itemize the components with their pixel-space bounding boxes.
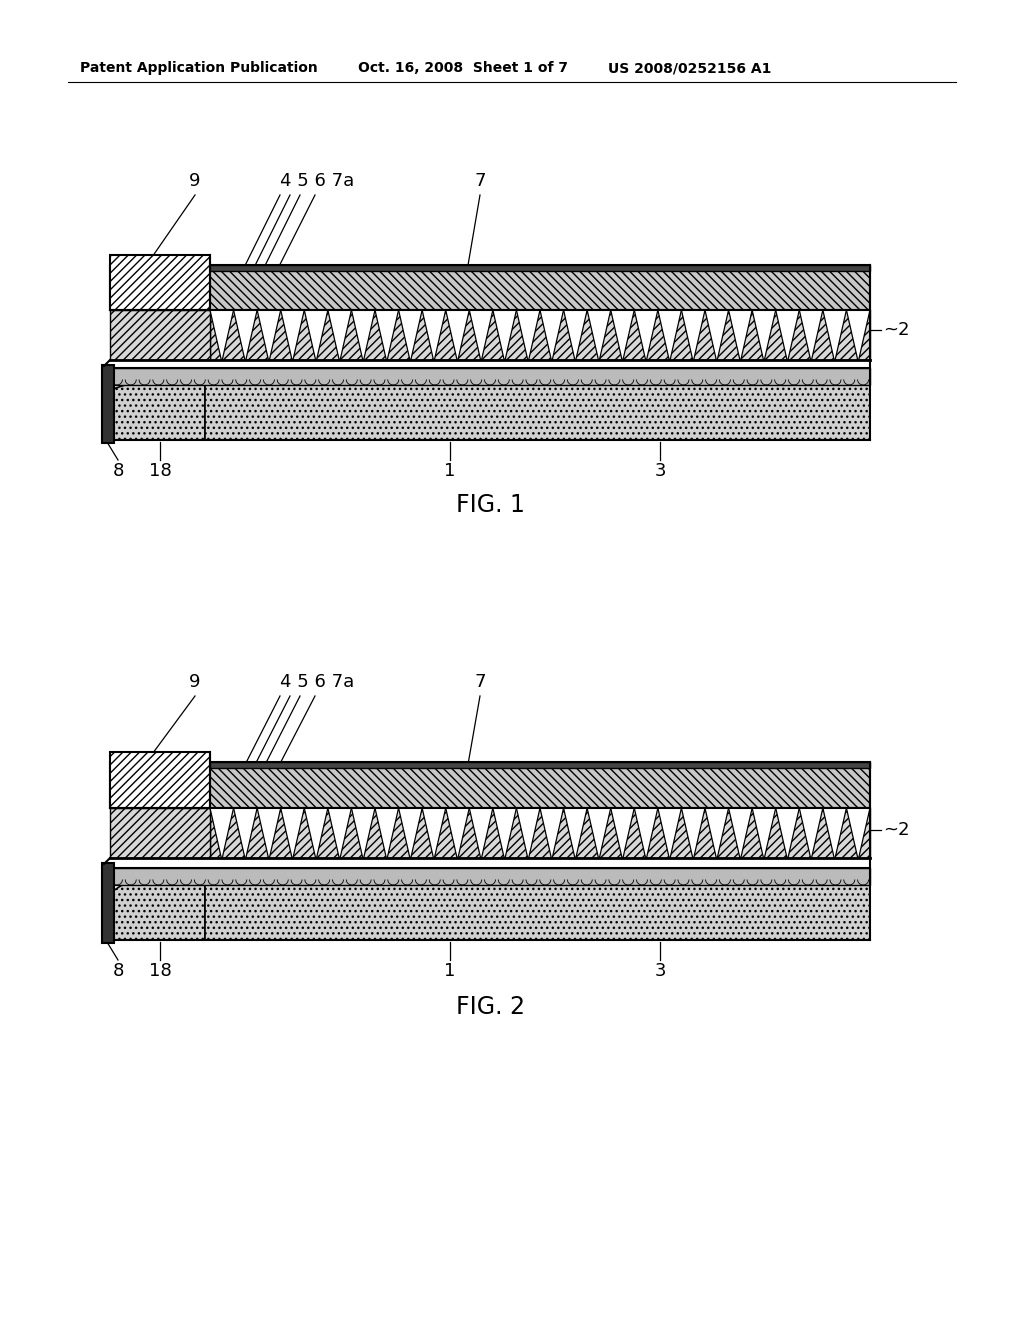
Polygon shape — [681, 310, 705, 362]
Text: 9: 9 — [189, 673, 201, 690]
Polygon shape — [800, 310, 823, 362]
Polygon shape — [753, 808, 776, 861]
Polygon shape — [681, 808, 705, 861]
Text: US 2008/0252156 A1: US 2008/0252156 A1 — [608, 61, 771, 75]
Polygon shape — [304, 310, 328, 362]
Polygon shape — [657, 808, 681, 861]
Text: 8: 8 — [113, 962, 124, 979]
Text: 9: 9 — [189, 172, 201, 190]
Polygon shape — [847, 310, 870, 362]
Polygon shape — [281, 808, 304, 861]
Polygon shape — [375, 310, 398, 362]
Polygon shape — [351, 808, 375, 861]
Bar — [205, 385, 870, 440]
Text: 3: 3 — [654, 962, 666, 979]
Bar — [210, 808, 870, 858]
Polygon shape — [422, 310, 445, 362]
Polygon shape — [445, 310, 469, 362]
Polygon shape — [469, 808, 493, 861]
Polygon shape — [776, 808, 800, 861]
Polygon shape — [728, 808, 753, 861]
Polygon shape — [110, 884, 205, 940]
Bar — [110, 360, 870, 368]
Polygon shape — [233, 310, 257, 362]
Bar — [110, 869, 870, 884]
Polygon shape — [800, 808, 823, 861]
Bar — [110, 265, 870, 310]
Polygon shape — [823, 808, 847, 861]
Polygon shape — [610, 310, 634, 362]
Polygon shape — [753, 310, 776, 362]
Polygon shape — [728, 310, 753, 362]
Text: ~2: ~2 — [883, 821, 909, 840]
Text: 4 5 6 7a: 4 5 6 7a — [280, 673, 354, 690]
Polygon shape — [705, 808, 728, 861]
Polygon shape — [540, 310, 563, 362]
Bar — [210, 762, 870, 768]
Text: Oct. 16, 2008  Sheet 1 of 7: Oct. 16, 2008 Sheet 1 of 7 — [358, 61, 568, 75]
Polygon shape — [563, 808, 587, 861]
Bar — [102, 366, 114, 444]
Text: 1: 1 — [444, 462, 456, 480]
Polygon shape — [847, 808, 870, 861]
Polygon shape — [657, 310, 681, 362]
Polygon shape — [210, 808, 233, 861]
Polygon shape — [257, 808, 281, 861]
Polygon shape — [351, 310, 375, 362]
Polygon shape — [398, 310, 422, 362]
Polygon shape — [375, 808, 398, 861]
Polygon shape — [257, 310, 281, 362]
Polygon shape — [563, 310, 587, 362]
Polygon shape — [516, 310, 540, 362]
Text: 1: 1 — [444, 962, 456, 979]
Text: Patent Application Publication: Patent Application Publication — [80, 61, 317, 75]
Bar — [210, 310, 870, 360]
Text: 7: 7 — [474, 172, 485, 190]
Bar — [110, 310, 210, 360]
Polygon shape — [540, 808, 563, 861]
Text: 4 5 6 7a: 4 5 6 7a — [280, 172, 354, 190]
Polygon shape — [398, 808, 422, 861]
Bar — [110, 808, 210, 858]
Bar — [110, 255, 210, 310]
Polygon shape — [233, 808, 257, 861]
Polygon shape — [823, 310, 847, 362]
Polygon shape — [493, 310, 516, 362]
Bar — [110, 752, 210, 808]
Bar — [102, 863, 114, 942]
Polygon shape — [469, 310, 493, 362]
Bar — [110, 858, 870, 869]
Polygon shape — [422, 808, 445, 861]
Polygon shape — [110, 385, 205, 440]
Polygon shape — [281, 310, 304, 362]
Polygon shape — [776, 310, 800, 362]
Polygon shape — [587, 808, 610, 861]
Polygon shape — [328, 310, 351, 362]
Polygon shape — [587, 310, 610, 362]
Text: FIG. 2: FIG. 2 — [456, 995, 524, 1019]
Text: FIG. 1: FIG. 1 — [456, 492, 524, 517]
Text: ~2: ~2 — [883, 321, 909, 339]
Polygon shape — [210, 310, 233, 362]
Bar — [110, 368, 870, 385]
Text: 3: 3 — [654, 462, 666, 480]
Text: 8: 8 — [113, 462, 124, 480]
Bar — [205, 884, 870, 940]
Polygon shape — [705, 310, 728, 362]
Bar — [110, 762, 870, 808]
Polygon shape — [445, 808, 469, 861]
Bar — [210, 265, 870, 271]
Polygon shape — [634, 310, 657, 362]
Polygon shape — [516, 808, 540, 861]
Text: 7: 7 — [474, 673, 485, 690]
Polygon shape — [304, 808, 328, 861]
Text: 18: 18 — [148, 462, 171, 480]
Polygon shape — [328, 808, 351, 861]
Polygon shape — [610, 808, 634, 861]
Polygon shape — [634, 808, 657, 861]
Text: 18: 18 — [148, 962, 171, 979]
Polygon shape — [493, 808, 516, 861]
